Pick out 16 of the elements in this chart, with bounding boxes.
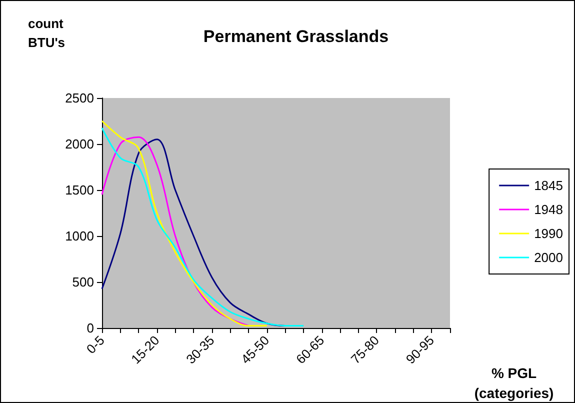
legend-label: 1845 — [534, 178, 563, 193]
line-series — [101, 120, 268, 326]
y-tick-label: 2000 — [65, 136, 94, 152]
legend-label: 2000 — [534, 250, 563, 265]
y-tick-label: 0 — [86, 320, 94, 336]
y-tick-label: 1500 — [65, 182, 94, 198]
y-tick-label: 1000 — [65, 228, 94, 244]
y-tick-label: 500 — [72, 274, 94, 290]
y-tick-label: 2500 — [65, 90, 94, 106]
x-axis-title: % PGL (categories) — [474, 365, 554, 401]
y-axis-title: count BTU's — [28, 16, 66, 50]
legend-label: 1990 — [534, 226, 563, 241]
legend-label: 1948 — [534, 202, 563, 217]
line-series — [101, 136, 250, 326]
x-tick-label: 0-5 — [83, 332, 108, 357]
chart-title: Permanent Grasslands — [203, 27, 389, 46]
